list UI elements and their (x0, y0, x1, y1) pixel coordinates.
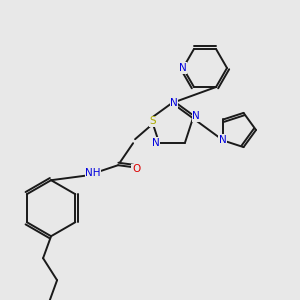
Text: S: S (150, 116, 156, 126)
Text: N: N (152, 138, 160, 148)
Text: N: N (179, 63, 187, 73)
Text: N: N (89, 168, 97, 178)
Text: N: N (219, 135, 226, 145)
Text: N: N (192, 111, 200, 121)
Text: O: O (132, 164, 140, 174)
Text: NH: NH (85, 168, 101, 178)
Text: N: N (170, 98, 178, 108)
